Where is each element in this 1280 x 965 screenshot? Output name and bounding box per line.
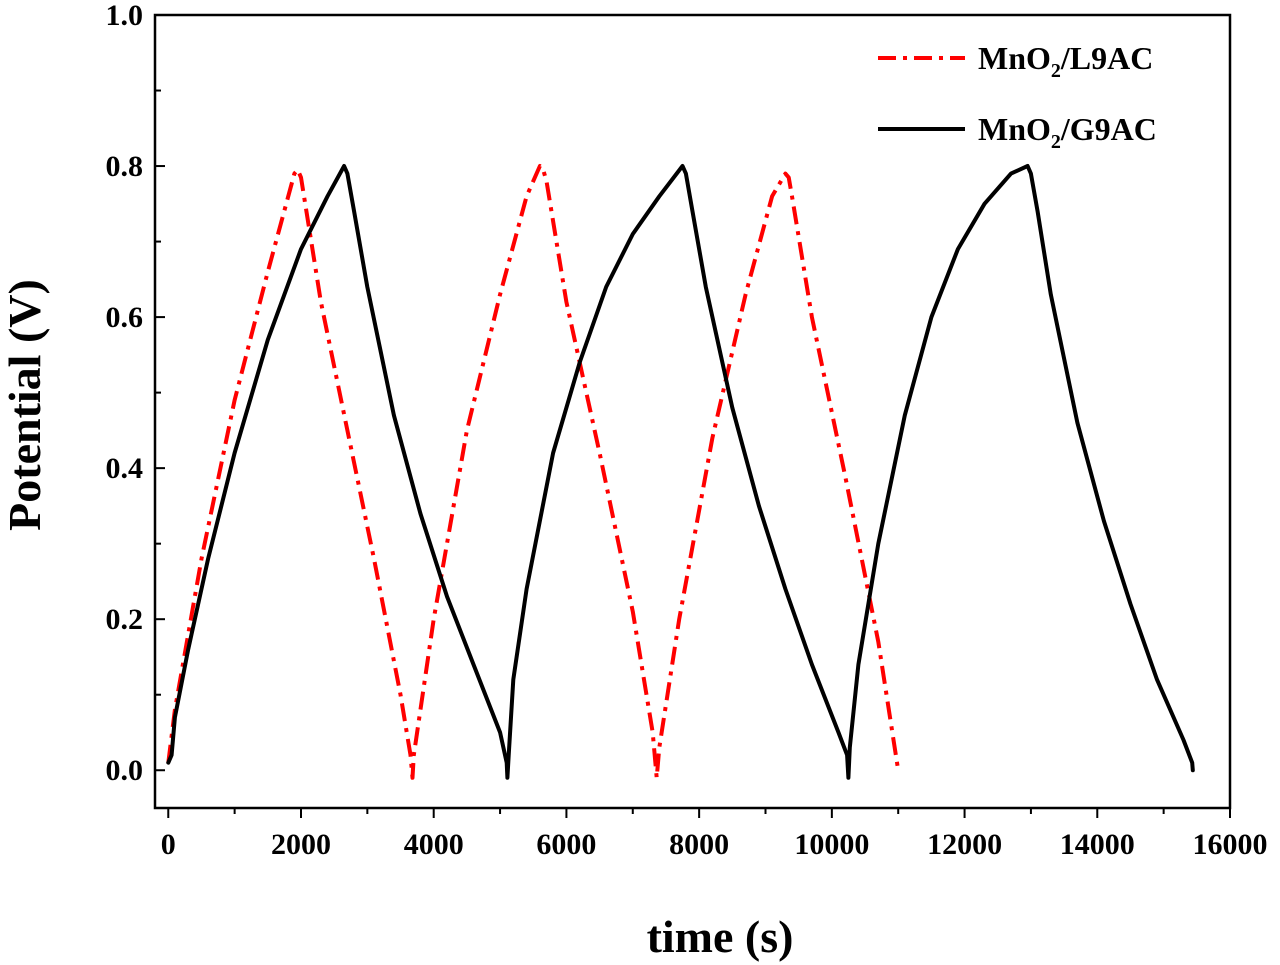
y-axis-title: Potential (V)	[0, 279, 50, 531]
x-tick-label: 4000	[404, 828, 464, 861]
x-tick-label: 6000	[536, 828, 596, 861]
xlabel: time (s)	[647, 911, 794, 962]
y-tick-label: 0.8	[106, 150, 144, 183]
y-tick-label: 0.4	[106, 452, 144, 485]
x-tick-label: 8000	[669, 828, 729, 861]
ylabel: Potential (V)	[0, 279, 50, 531]
series-line-g9ac	[166, 164, 1195, 780]
x-tick-label: 2000	[271, 828, 331, 861]
x-tick-label: 10000	[794, 828, 869, 861]
legend-label-l9ac: MnO2/L9AC	[978, 40, 1153, 82]
legend: MnO2/L9AC MnO2/G9AC	[878, 40, 1157, 153]
ticks: 0 2000 4000 6000 8000 10000 12000 14000 16000 0.0…	[106, 0, 1268, 861]
x-tick-label: 16000	[1193, 828, 1268, 861]
y-tick-label: 0.2	[106, 603, 144, 636]
x-tick-label: 14000	[1060, 828, 1135, 861]
y-tick-label: 1.0	[106, 0, 144, 32]
legend-label-g9ac: MnO2/G9AC	[978, 111, 1157, 153]
series-line-l9ac	[166, 164, 901, 780]
y-tick-label: 0.6	[106, 301, 144, 334]
x-tick-label: 0	[161, 828, 176, 861]
series-layer	[166, 164, 1195, 780]
x-tick-label: 12000	[927, 828, 1002, 861]
y-tick-label: 0.0	[106, 754, 144, 787]
plot-frame	[153, 13, 1232, 810]
